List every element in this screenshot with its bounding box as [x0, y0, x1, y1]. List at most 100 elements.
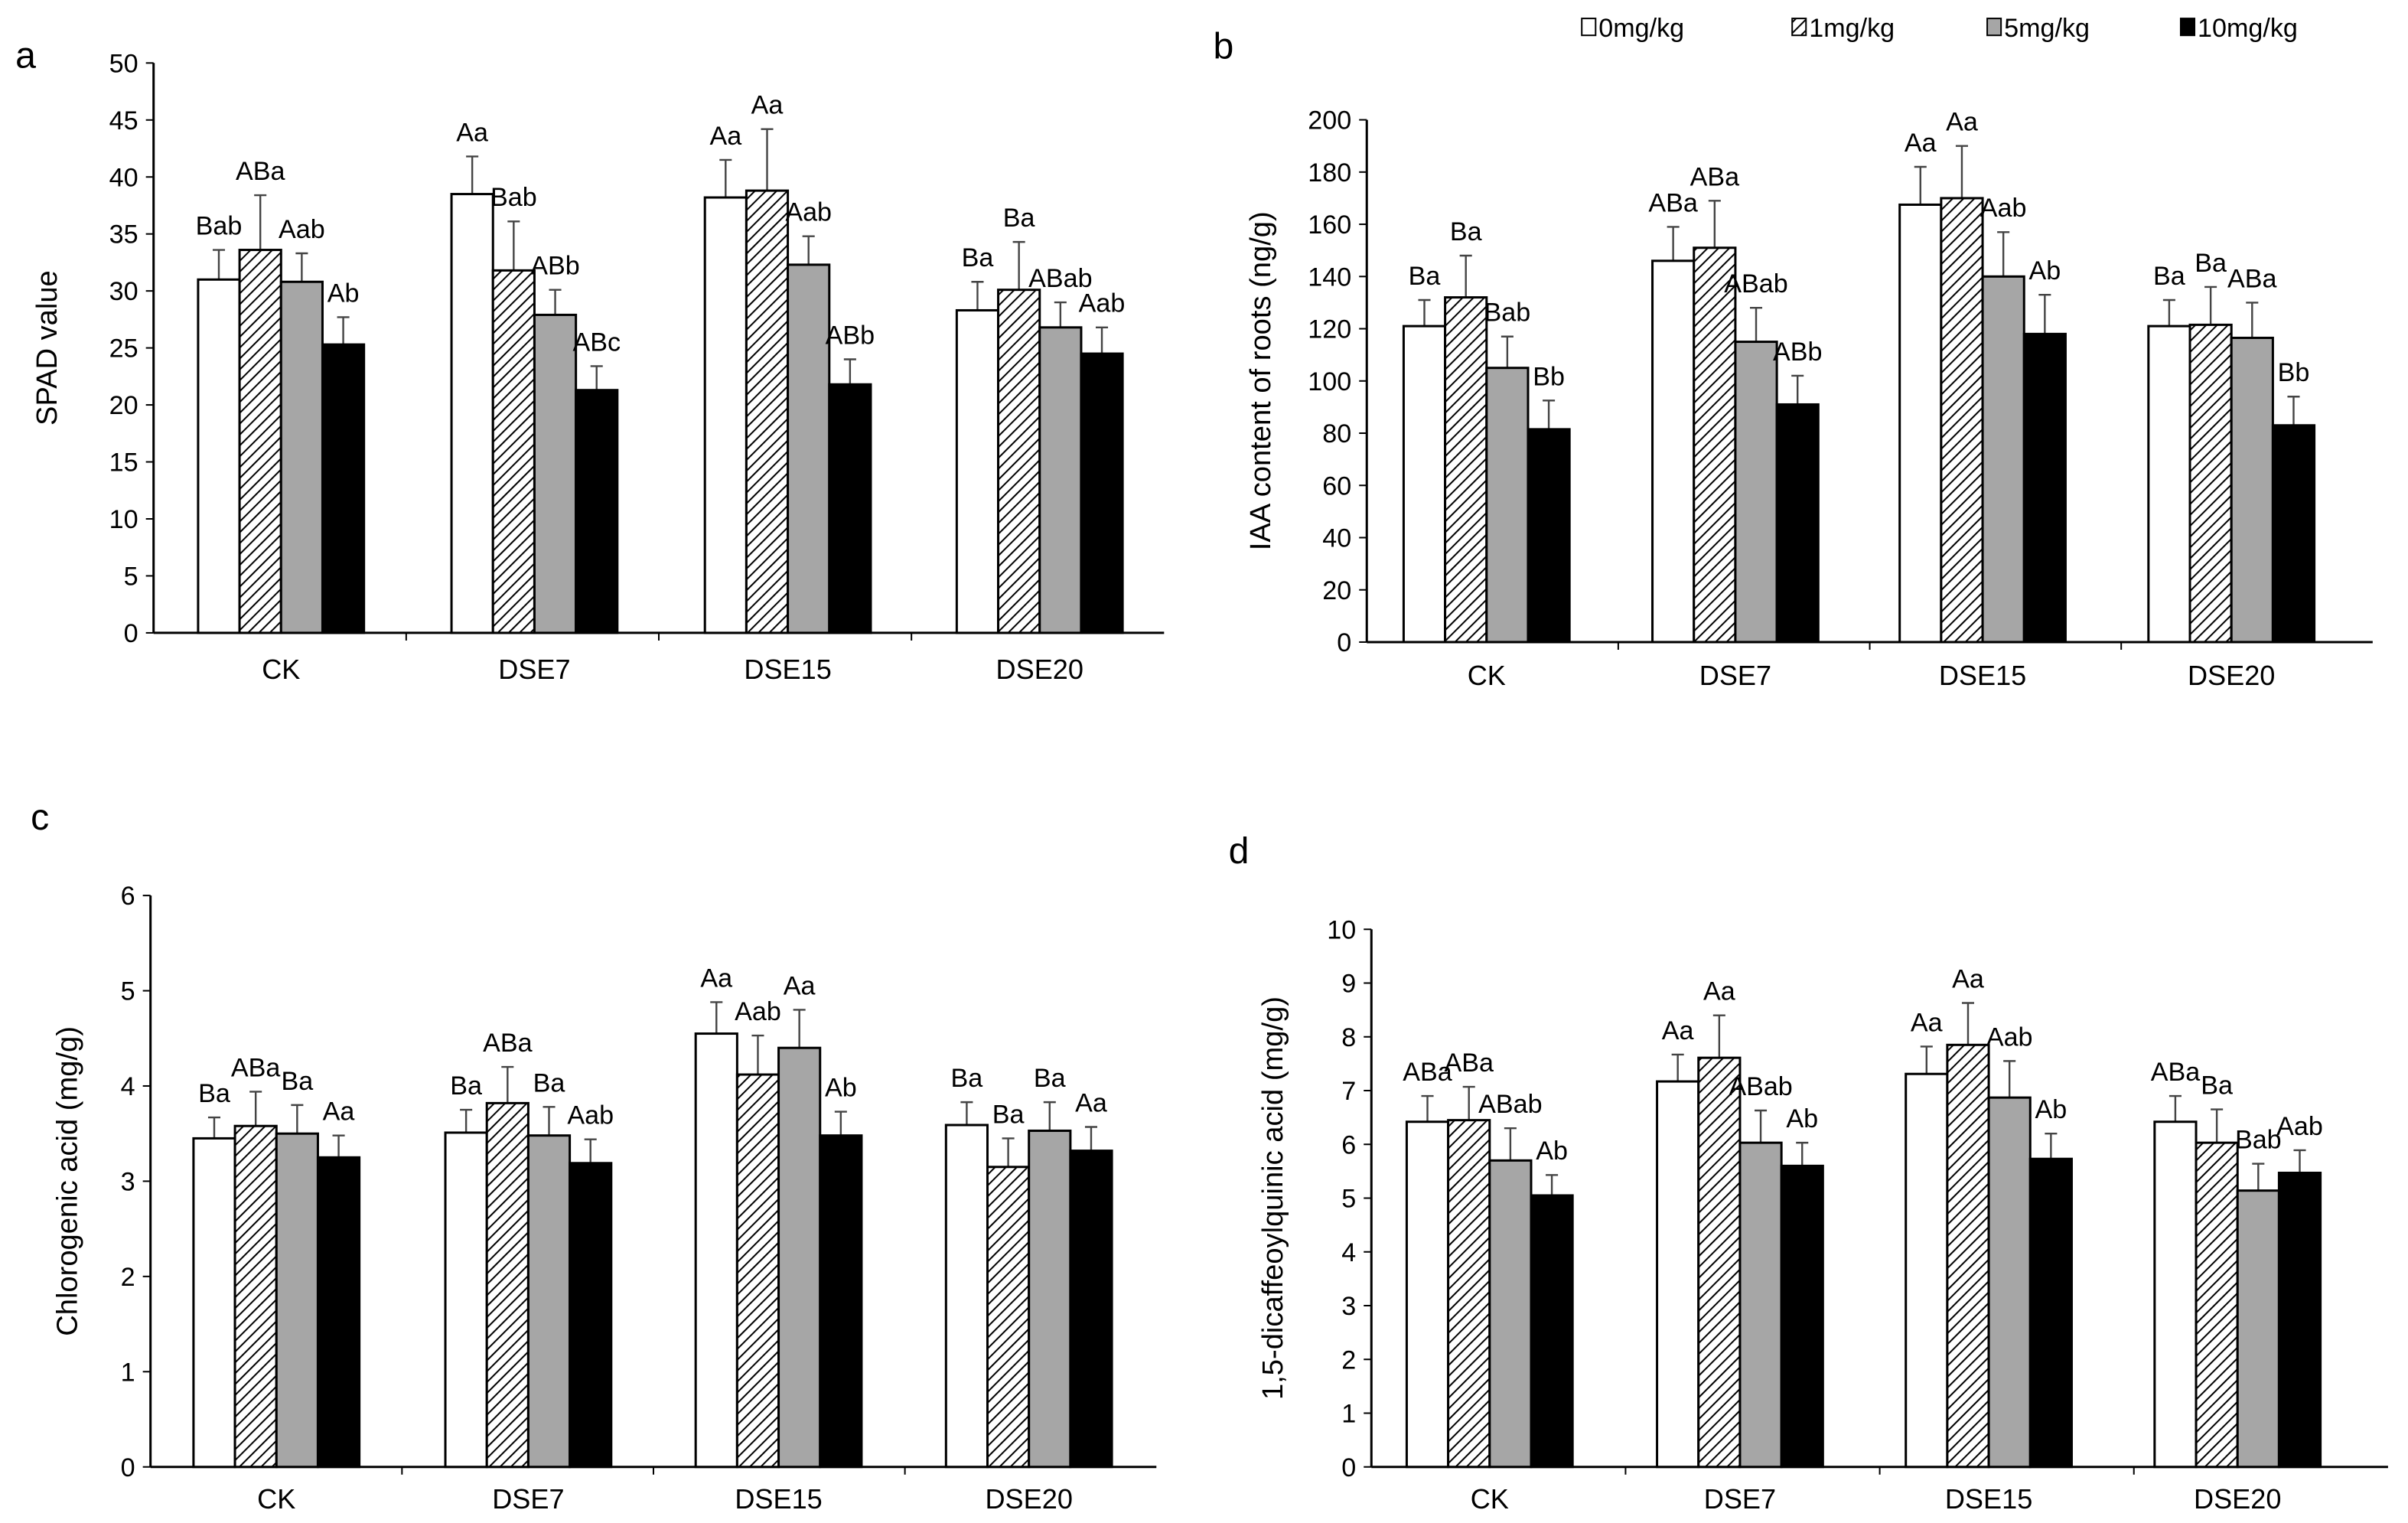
bar-1mg/kg — [2188, 323, 2233, 644]
significance-label: ABab — [1028, 264, 1092, 293]
y-tick-label: 0 — [1341, 1453, 1356, 1482]
panel-letter: a — [15, 34, 36, 76]
panel-a: a SPAD value 0 5 10 15 20 25 30 35 40 45 50 CK Bab ABa A… — [15, 34, 1165, 685]
x-tick-label: DSE15 — [1945, 1483, 2032, 1515]
significance-label: ABa — [231, 1053, 281, 1082]
y-tick-label: 3 — [1341, 1292, 1356, 1321]
y-tick-label: 9 — [1341, 970, 1356, 999]
y-axis-label: 1,5-dicaffeoylquinic acid (mg/g) — [1256, 996, 1289, 1400]
x-tick-label: DSE7 — [1704, 1483, 1776, 1515]
legend-label: 0mg/kg — [1598, 14, 1684, 43]
bar-10mg/kg — [1069, 1150, 1113, 1469]
legend-swatch-1 — [1791, 18, 1807, 37]
significance-label: Aab — [2276, 1112, 2323, 1141]
y-tick-label: 50 — [109, 49, 138, 78]
significance-label: Aa — [1703, 977, 1735, 1006]
y-tick-label: 30 — [109, 277, 138, 306]
y-tick-label: 180 — [1308, 158, 1351, 188]
bar-0mg/kg — [2147, 324, 2191, 644]
bar-0mg/kg — [1656, 1080, 1700, 1469]
y-axis-label: Chlorogenic acid (mg/g) — [51, 1026, 83, 1336]
bar-1mg/kg — [997, 289, 1041, 634]
legend-swatch-2 — [1986, 18, 2002, 37]
bar-1mg/kg — [491, 269, 536, 634]
y-tick-label: 5 — [124, 562, 138, 591]
y-tick-label: 0 — [1337, 628, 1351, 657]
significance-label: Aa — [1911, 1008, 1943, 1037]
significance-label: ABab — [1729, 1072, 1792, 1101]
y-tick-label: 1 — [1341, 1400, 1356, 1429]
y-tick-label: 8 — [1341, 1023, 1356, 1052]
x-tick-label: DSE20 — [2188, 660, 2275, 691]
bar-5mg/kg — [1488, 1159, 1533, 1469]
y-tick-label: 120 — [1308, 315, 1351, 344]
y-tick-label: 40 — [1322, 524, 1351, 553]
x-tick-label: CK — [1471, 1483, 1509, 1515]
significance-label: Ba — [2153, 262, 2185, 291]
y-tick-label: 40 — [109, 163, 138, 192]
significance-label: Aa — [1662, 1016, 1694, 1045]
significance-label: ABa — [1648, 188, 1698, 217]
y-tick-label: 25 — [109, 334, 138, 364]
legend-label: 1mg/kg — [1809, 14, 1895, 43]
significance-label: ABb — [1773, 338, 1822, 367]
bar-1mg/kg — [485, 1101, 529, 1469]
significance-label: ABa — [2151, 1058, 2201, 1087]
x-tick-label: DSE7 — [1699, 660, 1771, 691]
bar-10mg/kg — [575, 389, 619, 634]
significance-label: ABa — [1444, 1048, 1494, 1078]
y-tick-label: 7 — [1341, 1077, 1356, 1106]
y-tick-label: 160 — [1308, 210, 1351, 240]
legend-label: 5mg/kg — [2004, 14, 2090, 43]
significance-label: Ba — [2201, 1071, 2233, 1101]
bar-5mg/kg — [1987, 1096, 2032, 1469]
significance-label: Aa — [456, 118, 488, 147]
significance-label: Ba — [962, 243, 994, 272]
bar-0mg/kg — [444, 1131, 488, 1469]
panel-d: d 1,5-dicaffeoylquinic acid (mg/g) 0 1 2 3 4 5 6… — [1229, 830, 2388, 1515]
significance-label: Ba — [2195, 249, 2227, 278]
bar-1mg/kg — [2195, 1141, 2239, 1469]
y-tick-label: 2 — [121, 1263, 135, 1292]
bar-0mg/kg — [197, 278, 241, 634]
significance-label: Ba — [1003, 204, 1035, 233]
bar-5mg/kg — [533, 313, 578, 634]
significance-label: Aab — [279, 215, 325, 244]
significance-label: Aa — [1075, 1088, 1107, 1117]
y-tick-label: 2 — [1341, 1345, 1356, 1375]
bar-10mg/kg — [1527, 428, 1571, 644]
x-tick-label: DSE20 — [2194, 1483, 2281, 1515]
bar-10mg/kg — [819, 1134, 863, 1469]
significance-label: Ba — [1409, 262, 1441, 291]
bar-5mg/kg — [279, 280, 324, 634]
legend-swatch-3 — [2179, 18, 2196, 37]
bar-10mg/kg — [828, 383, 872, 634]
bar-0mg/kg — [2153, 1120, 2198, 1469]
y-tick-label: 60 — [1322, 471, 1351, 501]
bar-5mg/kg — [1038, 326, 1083, 634]
x-tick-label: CK — [262, 654, 300, 685]
significance-label: Aab — [567, 1101, 614, 1130]
significance-label: Aa — [709, 122, 741, 151]
y-tick-label: 100 — [1308, 367, 1351, 396]
significance-label: ABab — [1478, 1090, 1542, 1119]
significance-label: Aab — [735, 997, 781, 1026]
significance-label: Ab — [327, 279, 360, 308]
x-tick-label: DSE15 — [744, 654, 831, 685]
y-tick-label: 45 — [109, 106, 138, 135]
panel-letter: c — [31, 797, 49, 838]
significance-label: Ba — [198, 1079, 230, 1108]
legend-swatch-0 — [1581, 18, 1597, 37]
y-tick-label: 0 — [121, 1453, 135, 1482]
significance-label: Aa — [700, 964, 732, 993]
significance-label: Bab — [2235, 1125, 2282, 1154]
significance-label: ABa — [236, 157, 285, 186]
bar-10mg/kg — [2271, 424, 2316, 644]
significance-label: Ba — [450, 1071, 482, 1101]
y-tick-label: 6 — [1341, 1130, 1356, 1159]
y-tick-label: 20 — [1322, 576, 1351, 605]
y-tick-label: 4 — [121, 1072, 135, 1101]
bar-10mg/kg — [2022, 332, 2067, 644]
